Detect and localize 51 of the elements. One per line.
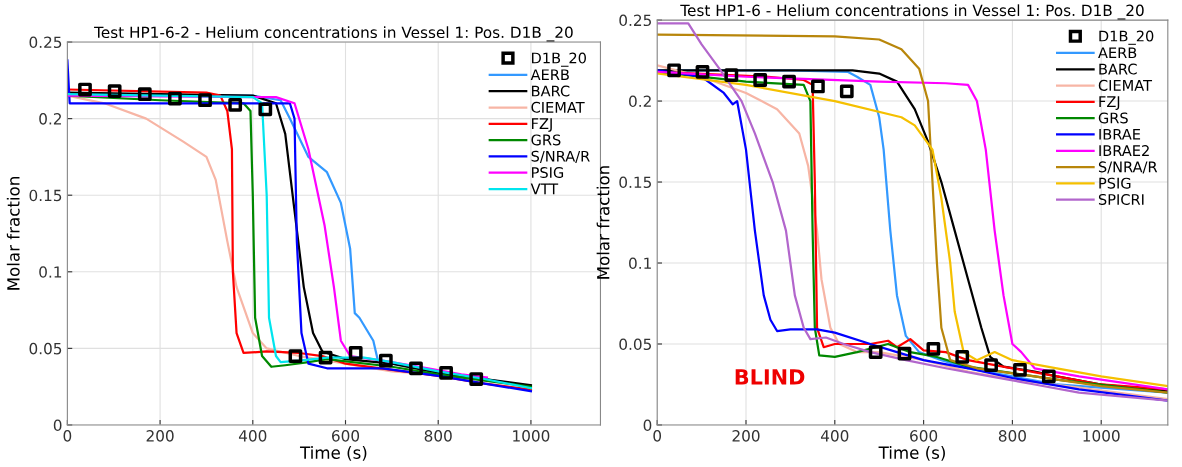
chart-title: Test HP1-6 - Helium concentrations in Vessel 1: Pos. D1B _20	[680, 4, 1144, 20]
x-tick-label: 0	[653, 430, 662, 442]
x-tick-label: 800	[424, 430, 452, 442]
x-tick-label: 200	[146, 430, 174, 442]
x-tick-label: 1000	[1083, 430, 1120, 442]
legend-label: SPICRI	[1098, 193, 1144, 205]
y-tick-label: 0.2	[629, 95, 651, 108]
y-tick-label: 0.1	[629, 257, 651, 270]
y-tick-label: 0.05	[619, 338, 651, 351]
y-axis-title: Molar fraction	[596, 166, 610, 279]
legend-label: S/NRA/R	[531, 150, 590, 163]
x-tick-label: 400	[820, 430, 849, 442]
x-tick-label: 1000	[513, 430, 550, 442]
legend-label: AERB	[530, 69, 569, 81]
legend-label: GRS	[1098, 112, 1128, 124]
x-tick-label: 400	[238, 430, 267, 442]
x-tick-label: 600	[910, 430, 938, 442]
y-tick-label: 0.2	[39, 113, 61, 125]
y-tick-label: 0.25	[29, 36, 62, 49]
x-tick-label: 200	[732, 430, 760, 442]
y-tick-label: 0.15	[29, 189, 62, 202]
legend-label: CIEMAT	[1098, 79, 1153, 91]
legend-label: AERB	[1098, 47, 1137, 59]
legend-label: CIEMAT	[531, 101, 585, 113]
x-axis-title: Time (s)	[878, 446, 945, 461]
x-tick-label: 0	[63, 430, 72, 442]
x-tick-label: 600	[331, 430, 360, 442]
legend-label: BARC	[532, 85, 570, 97]
legend-label: PSIG	[1099, 177, 1131, 189]
legend-label: IBRAE2	[1099, 145, 1149, 156]
y-tick-label: 0	[53, 419, 62, 431]
legend-label: BARC	[1099, 63, 1137, 75]
legend-label: S/NRA/R	[1098, 161, 1158, 174]
legend-label: FZJ	[532, 118, 552, 132]
legend-label: VTT	[530, 183, 559, 195]
annotation: BLIND	[735, 369, 805, 385]
legend-label: D1B_20	[1099, 30, 1154, 45]
y-axis-title: Molar fraction	[6, 177, 20, 290]
y-tick-label: 0	[643, 419, 652, 431]
legend-label: IBRAE	[1099, 128, 1141, 140]
y-tick-label: 0.1	[39, 266, 62, 278]
chart-title: Test HP1-6-2 - Helium concentrations in Vessel 1: Pos. D1B _20	[94, 26, 573, 42]
y-tick-label: 0.05	[29, 342, 62, 355]
legend-label: FZJ	[1099, 96, 1120, 110]
x-axis-title: Time (s)	[299, 446, 367, 461]
x-tick-label: 800	[998, 430, 1026, 442]
y-tick-label: 0.15	[619, 176, 651, 189]
y-tick-label: 0.25	[619, 14, 651, 27]
legend-label: PSIG	[532, 167, 564, 179]
legend-label: D1B_20	[532, 52, 586, 67]
legend-label: GRS	[531, 134, 561, 146]
